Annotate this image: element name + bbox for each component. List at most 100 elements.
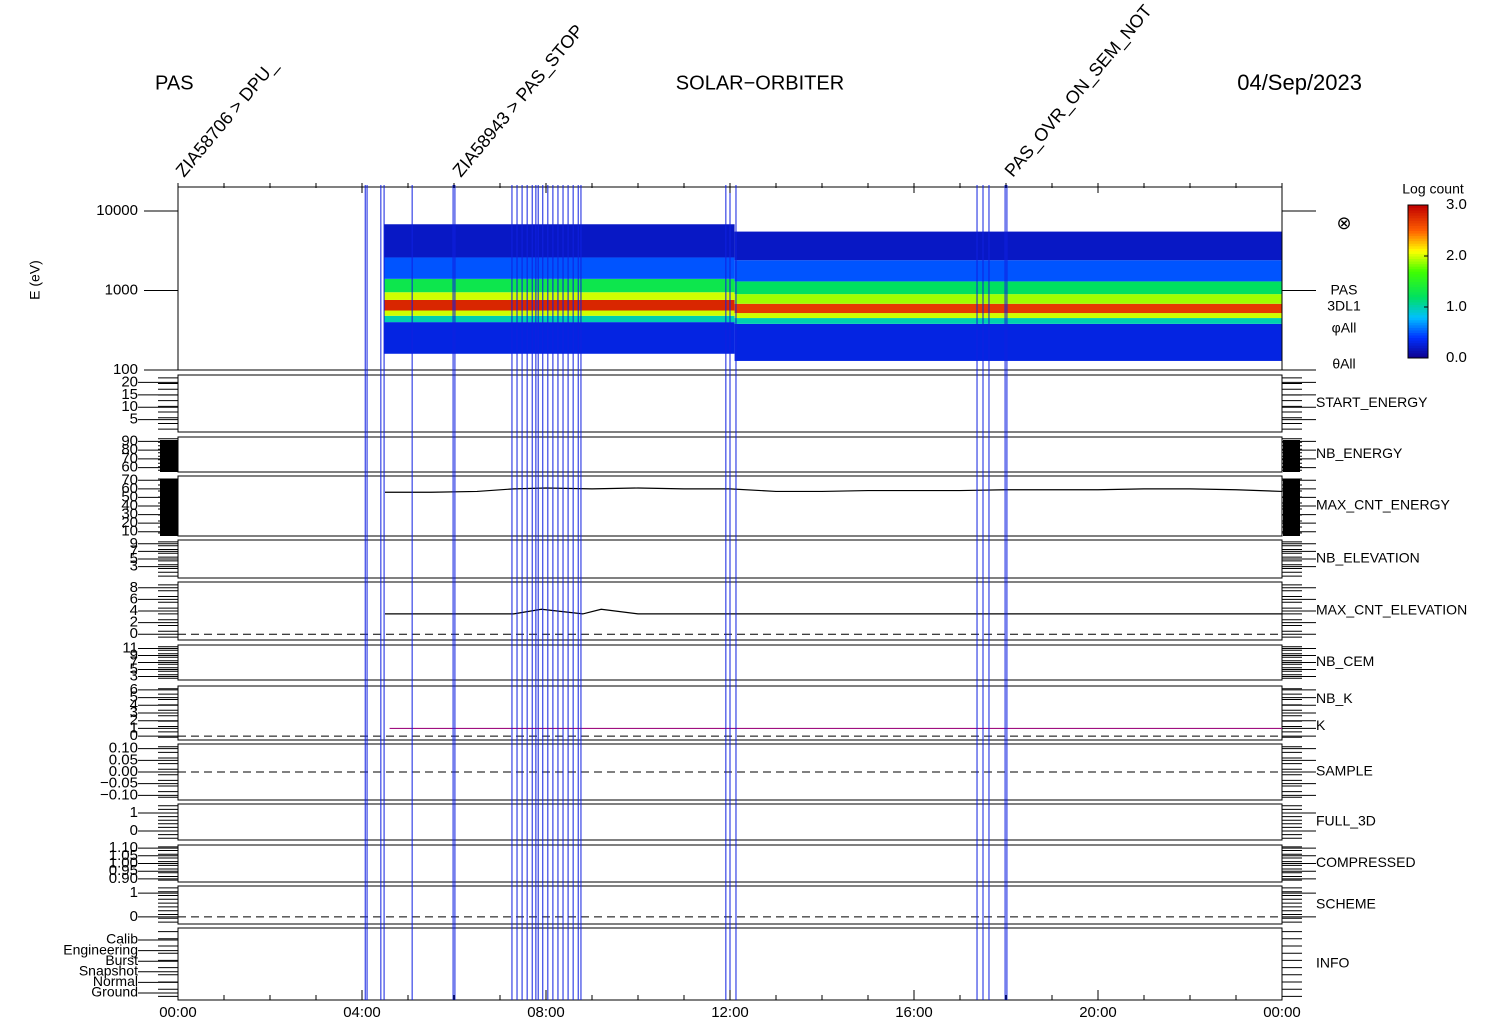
y-tick-label: 1000 xyxy=(105,281,138,298)
y-tick-label: 2 xyxy=(130,712,138,729)
panel-label: INFO xyxy=(1316,955,1350,971)
colorbar-cell xyxy=(1408,281,1428,285)
y-tick-label: 0 xyxy=(130,908,138,925)
trace xyxy=(385,487,1283,493)
y-tick-label: Snapshot xyxy=(79,963,138,979)
colorbar-cell xyxy=(1408,342,1428,346)
colorbar-cell xyxy=(1408,312,1428,316)
colorbar-cell xyxy=(1408,220,1428,224)
colorbar-cell xyxy=(1408,314,1428,318)
y-tick-label: 1 xyxy=(130,804,138,821)
chart-title: SOLAR−ORBITER xyxy=(676,72,844,94)
y-tick-label: 40 xyxy=(121,497,138,514)
y-tick-label: 5 xyxy=(130,550,138,567)
edge-block xyxy=(160,440,178,472)
colorbar-cell xyxy=(1408,258,1428,262)
spectrogram-cell xyxy=(734,303,1282,314)
colorbar-cell xyxy=(1408,230,1428,234)
y-tick-label: 0.95 xyxy=(109,862,138,879)
colorbar-cell xyxy=(1408,271,1428,275)
y-tick-label: 5 xyxy=(130,411,138,428)
spectrogram-cell xyxy=(734,281,1282,295)
y-tick-label: 1.00 xyxy=(109,854,138,871)
y-tick-label: 0 xyxy=(130,625,138,642)
colorbar-cell xyxy=(1408,210,1428,214)
y-tick-label: 9 xyxy=(130,535,138,552)
colorbar-cell xyxy=(1408,273,1428,277)
y-tick-label: 20 xyxy=(121,373,138,390)
y-tick-label: 6 xyxy=(130,681,138,698)
colorbar-cell xyxy=(1408,240,1428,244)
colorbar-tick-label: 2.0 xyxy=(1446,247,1467,264)
spectrogram-cell xyxy=(384,315,735,323)
colorbar-cell xyxy=(1408,225,1428,229)
colorbar-cell xyxy=(1408,345,1428,349)
y-tick-label: 70 xyxy=(121,471,138,488)
trace xyxy=(385,608,1282,615)
colorbar-cell xyxy=(1408,291,1428,295)
y-tick-label: 6 xyxy=(130,590,138,607)
y-tick-label: 4 xyxy=(130,696,138,713)
panel-label: K xyxy=(1316,717,1326,733)
colorbar-cell xyxy=(1408,238,1428,242)
colorbar-cell xyxy=(1408,304,1428,308)
x-tick-label: 08:00 xyxy=(527,1004,565,1020)
spectrogram-cell xyxy=(734,231,1282,261)
x-tick-label: 04:00 xyxy=(343,1004,381,1020)
colorbar-title: Log count xyxy=(1402,181,1464,197)
y-tick-label: Ground xyxy=(91,984,138,1000)
y-tick-label: 1.05 xyxy=(109,847,138,864)
y-tick-label: −0.05 xyxy=(100,775,138,792)
panel-label: NB_ENERGY xyxy=(1316,445,1403,461)
y-tick-label: 0 xyxy=(130,727,138,744)
y-tick-label: Calib xyxy=(106,931,138,947)
colorbar-cell xyxy=(1408,347,1428,351)
y-tick-label: 4 xyxy=(130,602,138,619)
colorbar-cell xyxy=(1408,324,1428,328)
colorbar-cell xyxy=(1408,289,1428,293)
colorbar-cell xyxy=(1408,350,1428,354)
y-tick-label: 7 xyxy=(130,542,138,559)
y-tick-label: −0.10 xyxy=(100,786,138,803)
panel-label: MAX_CNT_ENERGY xyxy=(1316,497,1450,513)
y-tick-label: 7 xyxy=(130,653,138,670)
colorbar-cell xyxy=(1408,299,1428,303)
y-tick-label: 0 xyxy=(130,822,138,839)
colorbar-cell xyxy=(1408,212,1428,216)
x-tick-label: 00:00 xyxy=(159,1004,197,1020)
colorbar-cell xyxy=(1408,355,1428,359)
y-tick-label: 30 xyxy=(121,506,138,523)
panel-label: START_ENERGY xyxy=(1316,394,1428,410)
colorbar-cell xyxy=(1408,222,1428,226)
x-tick-label: 16:00 xyxy=(895,1004,933,1020)
colorbar-cell xyxy=(1408,243,1428,247)
y-tick-label: 10 xyxy=(121,398,138,415)
spectrogram-cell xyxy=(734,323,1282,361)
colorbar-cell xyxy=(1408,294,1428,298)
y-tick-label: 1 xyxy=(130,884,138,901)
y-tick-label: 10 xyxy=(121,523,138,540)
side-label: PAS xyxy=(1331,282,1358,298)
panel-label: NB_K xyxy=(1316,690,1353,706)
colorbar-cell xyxy=(1408,268,1428,272)
side-label: φAll xyxy=(1332,320,1357,336)
y-tick-label: 1.10 xyxy=(109,839,138,856)
colorbar-tick-label: 3.0 xyxy=(1446,196,1467,213)
colorbar-cell xyxy=(1408,215,1428,219)
x-tick-label: 12:00 xyxy=(711,1004,749,1020)
y-tick-label: 2 xyxy=(130,614,138,631)
colorbar-tick-label: 0.0 xyxy=(1446,349,1467,366)
colorbar-cell xyxy=(1408,263,1428,267)
colorbar-cell xyxy=(1408,286,1428,290)
colorbar-cell xyxy=(1408,278,1428,282)
colorbar-cell xyxy=(1408,250,1428,254)
spectrogram-cell xyxy=(384,322,735,354)
annotation: PAS_OVR_ON_SEM_NOT xyxy=(1001,1,1157,181)
spectrogram-cell xyxy=(734,313,1282,319)
y-tick-label: 60 xyxy=(121,480,138,497)
spectrogram-cell xyxy=(384,299,735,311)
y-tick-label: 20 xyxy=(121,514,138,531)
y-tick-label: 11 xyxy=(122,639,138,656)
edge-block xyxy=(1283,479,1300,536)
colorbar-cell xyxy=(1408,352,1428,356)
